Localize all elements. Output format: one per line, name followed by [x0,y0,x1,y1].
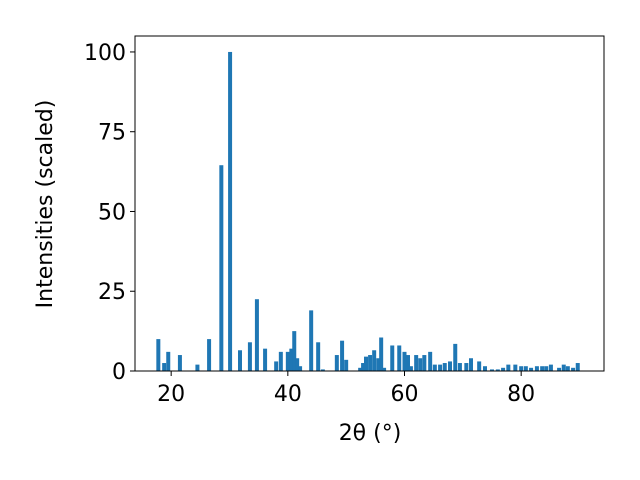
bar [397,345,402,371]
bar [358,367,363,371]
y-tick-label: 100 [84,41,126,66]
bar [344,359,349,371]
bar [166,351,171,371]
bar [534,366,539,371]
bar [529,367,534,371]
bar [561,364,566,371]
bar [274,361,279,371]
bar [361,363,366,371]
bar [228,51,233,371]
bar [298,366,303,371]
bar [477,361,482,371]
bar [540,366,545,371]
bar [364,356,368,371]
bar [295,358,300,371]
bar [177,355,182,371]
bar [207,339,212,371]
bar [438,364,443,371]
bar [263,348,268,371]
x-tick-label: 20 [157,382,185,407]
bar [523,366,528,371]
bar [219,165,224,371]
bar [340,340,345,371]
bar [156,339,161,371]
bar [195,364,200,371]
bar [285,351,290,371]
plot-frame [134,35,605,372]
y-tick-label: 50 [98,200,126,225]
bar [565,366,570,371]
bar [379,337,384,371]
bar [422,355,427,371]
bar [557,367,562,371]
bar [334,355,339,371]
bar [376,358,381,371]
x-tick-label: 80 [507,382,535,407]
bar [372,350,377,371]
y-tick-label: 75 [98,121,126,146]
bar [548,364,553,371]
bar [320,369,325,371]
bar [519,366,524,371]
bar [432,364,437,371]
bar [289,348,294,371]
bar [402,351,407,371]
bar [544,366,549,371]
x-tick-label: 60 [391,382,419,407]
bar [513,364,518,371]
bar [309,310,314,371]
bar [414,355,419,371]
bar [428,351,433,371]
bar [464,363,469,371]
bar [442,363,447,371]
bar [162,363,167,371]
bar [575,363,580,371]
bar [495,369,500,371]
bar [408,366,413,371]
bar [571,367,576,371]
bar [316,342,321,371]
bar [406,355,410,371]
bar [501,367,506,371]
bar [254,299,259,371]
bar [247,342,252,371]
bar [457,363,462,371]
bar [448,361,452,371]
bar [292,331,297,371]
y-tick-label: 25 [98,280,126,305]
bar [238,350,242,371]
bar [390,345,395,371]
bar [453,343,458,371]
y-tick-label: 0 [112,360,126,385]
x-tick-label: 40 [274,382,302,407]
bar [506,364,511,371]
bar [368,355,373,371]
bar [382,367,387,371]
bar [278,351,283,371]
y-axis-label: Intensities (scaled) [33,100,58,309]
x-axis-label: 2θ (°) [339,421,402,446]
bar [469,358,473,371]
bar [418,358,423,371]
bar [490,369,494,371]
bar [483,366,487,371]
